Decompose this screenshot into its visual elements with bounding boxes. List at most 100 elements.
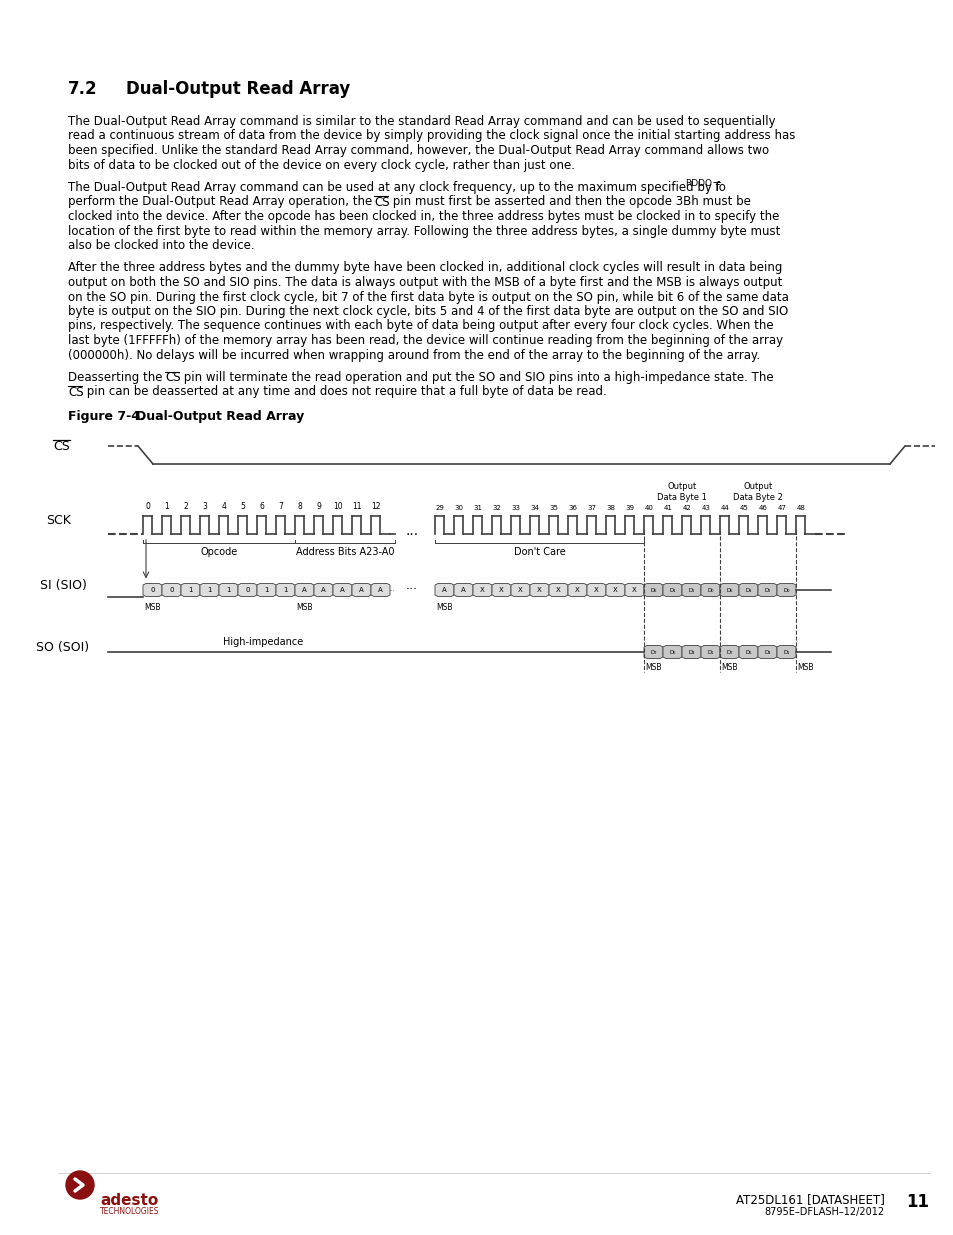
Text: pin will terminate the read operation and put the SO and SIO pins into a high-im: pin will terminate the read operation an…: [180, 370, 773, 384]
Text: ···: ···: [406, 583, 417, 597]
Text: 8795E–DFLASH–12/2012: 8795E–DFLASH–12/2012: [764, 1207, 884, 1216]
Text: on the SO pin. During the first clock cycle, bit 7 of the first data byte is out: on the SO pin. During the first clock cy…: [68, 290, 788, 304]
Polygon shape: [624, 583, 643, 597]
Text: 35: 35: [549, 505, 558, 511]
Text: 0: 0: [245, 587, 250, 593]
Text: X: X: [613, 587, 618, 593]
Text: D₅: D₅: [744, 650, 751, 655]
Text: . To: . To: [705, 182, 725, 194]
Text: ...: ...: [405, 524, 418, 538]
Text: 6: 6: [259, 501, 264, 511]
Text: SO (SOI): SO (SOI): [36, 641, 89, 655]
Text: D₄: D₄: [744, 588, 751, 593]
Text: 4: 4: [221, 501, 226, 511]
Text: 31: 31: [473, 505, 482, 511]
Text: X: X: [479, 587, 484, 593]
Text: Dual-Output Read Array: Dual-Output Read Array: [126, 80, 350, 98]
Polygon shape: [662, 583, 681, 597]
Text: D₃: D₃: [687, 650, 694, 655]
Text: A: A: [441, 587, 446, 593]
Text: X: X: [517, 587, 522, 593]
Polygon shape: [739, 583, 758, 597]
Text: bits of data to be clocked out of the device on every clock cycle, rather than j: bits of data to be clocked out of the de…: [68, 158, 575, 172]
Text: 30: 30: [454, 505, 463, 511]
Circle shape: [66, 1171, 94, 1199]
Text: MSB: MSB: [797, 663, 813, 673]
Text: 1: 1: [164, 501, 169, 511]
Text: Output
Data Byte 2: Output Data Byte 2: [732, 482, 782, 501]
Polygon shape: [256, 583, 275, 597]
Text: 0: 0: [169, 587, 173, 593]
Polygon shape: [776, 583, 795, 597]
Text: 47: 47: [777, 505, 785, 511]
Text: (000000h). No delays will be incurred when wrapping around from the end of the a: (000000h). No delays will be incurred wh…: [68, 348, 760, 362]
Text: read a continuous stream of data from the device by simply providing the clock s: read a continuous stream of data from th…: [68, 130, 795, 142]
Text: 33: 33: [511, 505, 519, 511]
Text: byte is output on the SIO pin. During the next clock cycle, bits 5 and 4 of the : byte is output on the SIO pin. During th…: [68, 305, 787, 317]
Polygon shape: [237, 583, 256, 597]
Text: X: X: [537, 587, 541, 593]
Text: TECHNOLOGIES: TECHNOLOGIES: [100, 1207, 159, 1216]
Text: output on both the SO and SIO pins. The data is always output with the MSB of a : output on both the SO and SIO pins. The …: [68, 275, 781, 289]
Polygon shape: [567, 583, 586, 597]
Text: 7.2: 7.2: [68, 80, 97, 98]
Polygon shape: [720, 646, 739, 658]
Polygon shape: [720, 583, 739, 597]
Text: 1: 1: [207, 587, 212, 593]
Text: 38: 38: [605, 505, 615, 511]
Text: last byte (1FFFFFh) of the memory array has been read, the device will continue : last byte (1FFFFFh) of the memory array …: [68, 333, 782, 347]
Text: pin can be deasserted at any time and does not require that a full byte of data : pin can be deasserted at any time and do…: [83, 385, 606, 399]
Polygon shape: [162, 583, 181, 597]
Text: 34: 34: [530, 505, 538, 511]
Text: MSB: MSB: [144, 603, 161, 611]
Text: pin must first be asserted and then the opcode 3Bh must be: pin must first be asserted and then the …: [389, 195, 750, 209]
Polygon shape: [275, 583, 294, 597]
Text: 1: 1: [226, 587, 231, 593]
Polygon shape: [643, 646, 662, 658]
Text: X: X: [594, 587, 598, 593]
Text: perform the Dual-Output Read Array operation, the: perform the Dual-Output Read Array opera…: [68, 195, 375, 209]
Text: 2: 2: [183, 501, 188, 511]
Text: 7: 7: [278, 501, 283, 511]
Text: A: A: [340, 587, 345, 593]
Text: CS: CS: [68, 385, 84, 399]
Polygon shape: [681, 583, 700, 597]
Text: 11: 11: [352, 501, 361, 511]
Text: The Dual-Output Read Array command is similar to the standard Read Array command: The Dual-Output Read Array command is si…: [68, 115, 775, 128]
Polygon shape: [530, 583, 548, 597]
Polygon shape: [586, 583, 605, 597]
Text: X: X: [632, 587, 637, 593]
Text: adesto: adesto: [100, 1193, 158, 1208]
Text: Opcode: Opcode: [200, 547, 237, 557]
Polygon shape: [219, 583, 237, 597]
Text: D₀: D₀: [706, 588, 713, 593]
Polygon shape: [314, 583, 333, 597]
Text: also be clocked into the device.: also be clocked into the device.: [68, 240, 254, 252]
Polygon shape: [435, 583, 454, 597]
Text: MSB: MSB: [436, 603, 453, 611]
Text: D₁: D₁: [782, 650, 789, 655]
Polygon shape: [143, 583, 162, 597]
Polygon shape: [662, 646, 681, 658]
Polygon shape: [200, 583, 219, 597]
Text: CS: CS: [53, 441, 70, 453]
Text: MSB: MSB: [296, 603, 313, 611]
Polygon shape: [605, 583, 624, 597]
Text: 1: 1: [283, 587, 288, 593]
Text: 48: 48: [796, 505, 804, 511]
Text: 10: 10: [333, 501, 342, 511]
Text: D₇: D₇: [725, 650, 732, 655]
Text: Don't Care: Don't Care: [513, 547, 565, 557]
Text: 29: 29: [435, 505, 444, 511]
Text: 39: 39: [624, 505, 634, 511]
Text: D₄: D₄: [669, 588, 675, 593]
Text: 32: 32: [492, 505, 500, 511]
Polygon shape: [700, 646, 720, 658]
Polygon shape: [294, 583, 314, 597]
Text: 45: 45: [739, 505, 747, 511]
Polygon shape: [454, 583, 473, 597]
Polygon shape: [776, 646, 795, 658]
Text: 5: 5: [240, 501, 245, 511]
Text: SCK: SCK: [46, 515, 71, 527]
Text: pins, respectively. The sequence continues with each byte of data being output a: pins, respectively. The sequence continu…: [68, 320, 773, 332]
